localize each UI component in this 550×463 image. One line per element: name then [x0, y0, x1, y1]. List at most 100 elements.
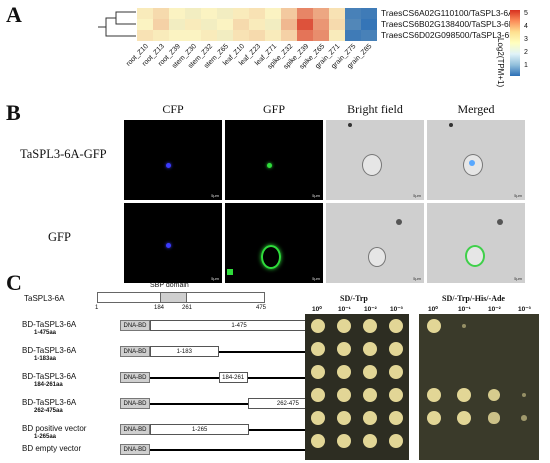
heatmap-cell: [137, 19, 153, 30]
heatmap-cell: [185, 30, 201, 41]
yeast-colony: [389, 388, 403, 402]
dilution-label: 10⁻³: [390, 306, 403, 313]
construct-segment: 184-261: [218, 372, 248, 383]
protoplast: [368, 247, 386, 267]
micrograph-bright-field-gfp: 5μm: [326, 203, 424, 283]
dilution-label: 10⁻¹: [338, 306, 351, 313]
micrograph-merged-fusion: 5μm: [427, 120, 525, 200]
yeast-colony: [389, 411, 403, 425]
gene-label: TraesCS6D02G098500/TaSPL3-6D: [381, 30, 516, 40]
protoplast: [465, 245, 485, 267]
domain-label: SBP domain: [150, 282, 189, 289]
gfp-fragment: [227, 269, 233, 275]
heatmap-cell: [233, 19, 249, 30]
yeast-colony: [461, 323, 467, 329]
gfp-signal: [267, 163, 272, 168]
yeast-colony: [363, 365, 377, 379]
heatmap-cell: [169, 19, 185, 30]
yeast-colony: [363, 411, 377, 425]
construct-range: 1-183aa: [34, 356, 57, 362]
dilution-label: 10⁻²: [364, 306, 377, 313]
yeast-colony: [311, 388, 325, 402]
heatmap-grid: [137, 8, 377, 41]
heatmap-cell: [153, 8, 169, 19]
dilution-label: 10⁰: [428, 306, 438, 313]
yeast-colony: [337, 342, 351, 356]
heatmap-cell: [361, 19, 377, 30]
scale-label: 5μm: [514, 276, 522, 281]
yeast-colony: [311, 411, 325, 425]
legend-tick: 1: [524, 62, 528, 69]
yeast-colony: [363, 388, 377, 402]
dendrogram: [98, 11, 136, 37]
heatmap-cell: [313, 30, 329, 41]
yeast-colony: [427, 388, 441, 402]
yeast-colony: [389, 365, 403, 379]
scale-label: 5μm: [413, 193, 421, 198]
heatmap-cell: [313, 8, 329, 19]
heatmap-cell: [249, 8, 265, 19]
yeast-colony: [311, 365, 325, 379]
micrograph-cfp-fusion: 5μm: [124, 120, 222, 200]
yeast-colony: [337, 411, 351, 425]
plate1-title: SD/-Trp: [340, 294, 368, 303]
heatmap-cell: [313, 19, 329, 30]
yeast-colony: [337, 388, 351, 402]
heatmap-cell: [345, 8, 361, 19]
yeast-colony: [487, 388, 501, 402]
row-label-fusion: TaSPL3-6A-GFP: [20, 147, 107, 161]
yeast-colony: [337, 319, 351, 333]
scale-label: 5μm: [211, 193, 219, 198]
construct-range: 262-475aa: [34, 408, 63, 414]
heatmap-cell: [233, 30, 249, 41]
row-label-gfp: GFP: [48, 230, 71, 244]
heatmap-cell: [329, 19, 345, 30]
scale-label: 5μm: [413, 276, 421, 281]
debris: [396, 219, 402, 225]
construct-label: BD-TaSPL3-6A: [22, 320, 77, 329]
heatmap-cell: [153, 19, 169, 30]
legend-tick: 4: [524, 23, 528, 30]
construct-segment: 1-475: [150, 320, 328, 331]
merged-signal: [469, 160, 475, 166]
yeast-colony: [311, 434, 325, 448]
yeast-colony: [389, 319, 403, 333]
heatmap-cell: [265, 30, 281, 41]
tick-184: 184: [154, 305, 165, 311]
construct-label: BD empty vector: [22, 444, 82, 453]
debris: [449, 123, 453, 127]
micrograph-gfp-gfp: 5μm: [225, 203, 323, 283]
heatmap-cell: [137, 8, 153, 19]
construct-label: BD positive vector: [22, 424, 87, 433]
plate-sd-trp-his-ade: [419, 314, 539, 460]
heatmap-cell: [169, 8, 185, 19]
scale-label: 5μm: [211, 276, 219, 281]
construct-segment: 1-183: [150, 346, 219, 357]
heatmap-cell: [329, 8, 345, 19]
yeast-colony: [337, 365, 351, 379]
construct-line: [120, 403, 305, 405]
heatmap-cell: [345, 30, 361, 41]
heatmap-cell: [153, 30, 169, 41]
legend-tick: 5: [524, 10, 528, 17]
yeast-colony: [427, 411, 441, 425]
construct-segment: 1-265: [150, 424, 250, 435]
column-header-bright-field: Bright field: [347, 102, 403, 116]
protoplast: [362, 154, 382, 176]
dilution-label: 10⁰: [312, 306, 322, 313]
dna-bd-box: DNA-BD: [120, 444, 150, 455]
micrograph-gfp-fusion: 5μm: [225, 120, 323, 200]
construct-line: [120, 377, 305, 379]
debris: [348, 123, 352, 127]
heatmap-cell: [201, 19, 217, 30]
heatmap-cell: [217, 30, 233, 41]
yeast-colony: [311, 319, 325, 333]
tick-1: 1: [95, 305, 99, 311]
construct-range: 1-265aa: [34, 434, 57, 440]
heatmap-cell: [217, 8, 233, 19]
legend-tick: 3: [524, 36, 528, 43]
yeast-colony: [363, 342, 377, 356]
heatmap-cell: [345, 19, 361, 30]
heatmap-cell: [249, 30, 265, 41]
tick-475: 475: [256, 305, 267, 311]
